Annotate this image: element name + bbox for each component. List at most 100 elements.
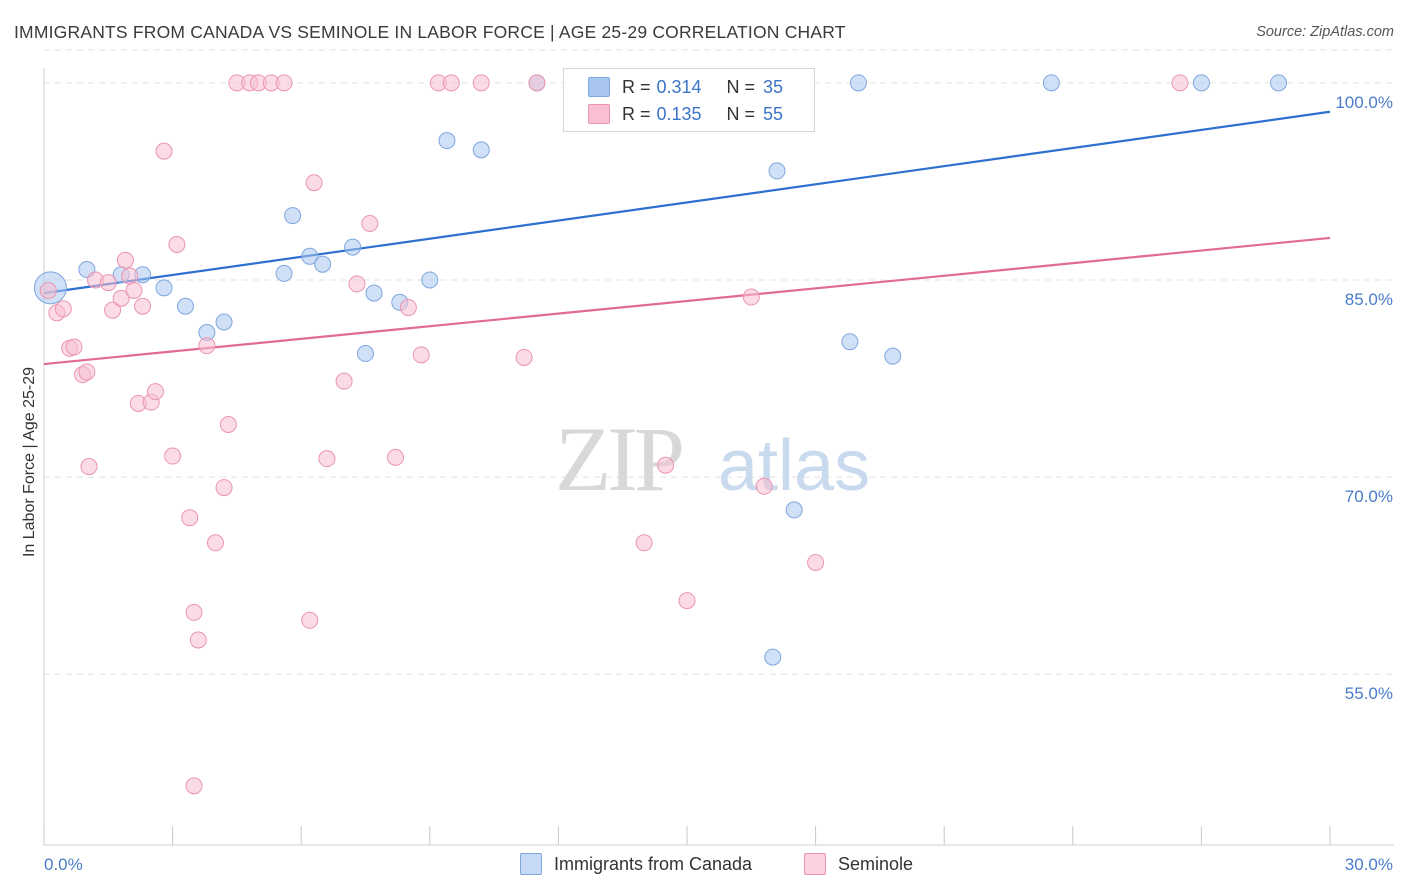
canada-point xyxy=(176,297,194,315)
seminole-point xyxy=(121,267,139,285)
seminole-point xyxy=(189,631,207,649)
seminole-point xyxy=(412,346,430,364)
canada-point xyxy=(215,313,233,331)
legend-row-seminole: R = 0.135 N = 55 xyxy=(588,102,783,126)
canada-point xyxy=(365,284,383,302)
seminole-point xyxy=(1171,74,1189,92)
seminole-point xyxy=(80,458,98,476)
x-tick-label: 30.0% xyxy=(1345,855,1393,874)
seminole-point xyxy=(185,603,203,621)
seminole-point xyxy=(78,363,96,381)
tick-labels: 55.0% 70.0% 85.0% 100.0% 0.0% 30.0% xyxy=(44,93,1393,874)
seminole-point xyxy=(335,372,353,390)
y-tick-label: 55.0% xyxy=(1345,684,1393,703)
canada-point xyxy=(1192,74,1210,92)
seminole-point xyxy=(515,348,533,366)
series-label-seminole: Seminole xyxy=(838,853,914,874)
seminole-point xyxy=(146,383,164,401)
canada-point xyxy=(357,345,374,363)
legend-r-label: R = xyxy=(622,103,651,124)
canada-point xyxy=(284,207,302,225)
seminole-point xyxy=(678,592,696,610)
seminole-point xyxy=(528,74,546,92)
seminole-point xyxy=(219,416,237,434)
legend-n-label: N = xyxy=(726,103,756,124)
data-points xyxy=(33,74,1288,795)
seminole-point xyxy=(99,274,117,292)
seminole-point xyxy=(185,777,203,795)
seminole-trend-line xyxy=(43,236,1331,366)
seminole-point xyxy=(348,275,366,293)
canada-point xyxy=(1270,74,1288,92)
series-legend-canada[interactable]: Immigrants from Canada xyxy=(520,852,752,876)
x-tick-label: 0.0% xyxy=(44,855,83,874)
seminole-point xyxy=(305,174,323,192)
seminole-point xyxy=(318,450,336,468)
seminole-point xyxy=(361,214,379,232)
seminole-point xyxy=(198,337,216,355)
canada-point xyxy=(314,255,332,273)
canada-point xyxy=(1042,74,1060,92)
seminole-point xyxy=(442,74,460,92)
seminole-point xyxy=(116,251,134,269)
seminole-point xyxy=(742,288,760,306)
legend-n-label: N = xyxy=(726,76,756,97)
seminole-point xyxy=(301,611,319,629)
canada-trend-line xyxy=(43,110,1331,295)
seminole-point xyxy=(215,479,233,497)
seminole-point xyxy=(65,338,83,356)
seminole-point xyxy=(807,553,825,571)
watermark-atlas: atlas xyxy=(718,426,870,506)
seminole-point xyxy=(181,509,199,527)
seminole-point xyxy=(134,297,152,315)
canada-point xyxy=(438,132,456,150)
seminole-point xyxy=(125,281,143,299)
seminole-point xyxy=(755,477,773,495)
canada-point xyxy=(155,279,173,297)
seminole-point xyxy=(164,447,182,465)
legend-swatch-canada xyxy=(588,77,610,97)
canada-point xyxy=(841,333,859,351)
watermark: ZIP atlas xyxy=(555,408,870,510)
seminole-point xyxy=(112,289,130,307)
chart-source: Source: ZipAtlas.com xyxy=(1256,24,1394,40)
series-swatch-canada xyxy=(520,853,542,875)
seminole-point xyxy=(54,300,72,318)
legend-row-canada: R = 0.314 N = 35 xyxy=(588,75,783,99)
canada-point xyxy=(344,238,362,256)
seminole-point xyxy=(472,74,490,92)
seminole-point xyxy=(275,74,293,92)
seminole-point xyxy=(104,301,122,319)
seminole-point xyxy=(635,534,653,552)
y-tick-label: 70.0% xyxy=(1345,487,1393,506)
legend-r-value: 0.135 xyxy=(656,103,702,124)
seminole-point xyxy=(399,299,417,317)
canada-point xyxy=(421,271,439,289)
canada-point xyxy=(764,648,782,666)
legend-n-value: 55 xyxy=(763,103,784,124)
trend-lines xyxy=(43,110,1331,366)
series-label-canada: Immigrants from Canada xyxy=(554,853,753,874)
legend-n-value: 35 xyxy=(763,76,784,97)
grid-lines xyxy=(44,49,1394,675)
legend-swatch-seminole xyxy=(588,104,610,124)
y-tick-label: 85.0% xyxy=(1345,290,1393,309)
canada-point xyxy=(472,141,490,159)
series-legend-seminole[interactable]: Seminole xyxy=(804,852,913,876)
seminole-point xyxy=(657,456,675,474)
canada-point xyxy=(275,264,293,282)
series-swatch-seminole xyxy=(804,853,826,875)
canada-point xyxy=(785,501,803,519)
canada-point xyxy=(768,162,786,180)
chart-title: IMMIGRANTS FROM CANADA VS SEMINOLE IN LA… xyxy=(14,22,846,42)
legend-r-value: 0.314 xyxy=(656,76,702,97)
seminole-point xyxy=(155,142,173,160)
seminole-point xyxy=(168,235,186,253)
legend-r-label: R = xyxy=(622,76,651,97)
axes xyxy=(43,68,1394,846)
canada-point xyxy=(301,247,319,265)
seminole-point xyxy=(39,281,57,299)
seminole-point xyxy=(206,534,224,552)
stats-legend: R = 0.314 N = 35 R = 0.135 N = 55 xyxy=(563,68,815,132)
